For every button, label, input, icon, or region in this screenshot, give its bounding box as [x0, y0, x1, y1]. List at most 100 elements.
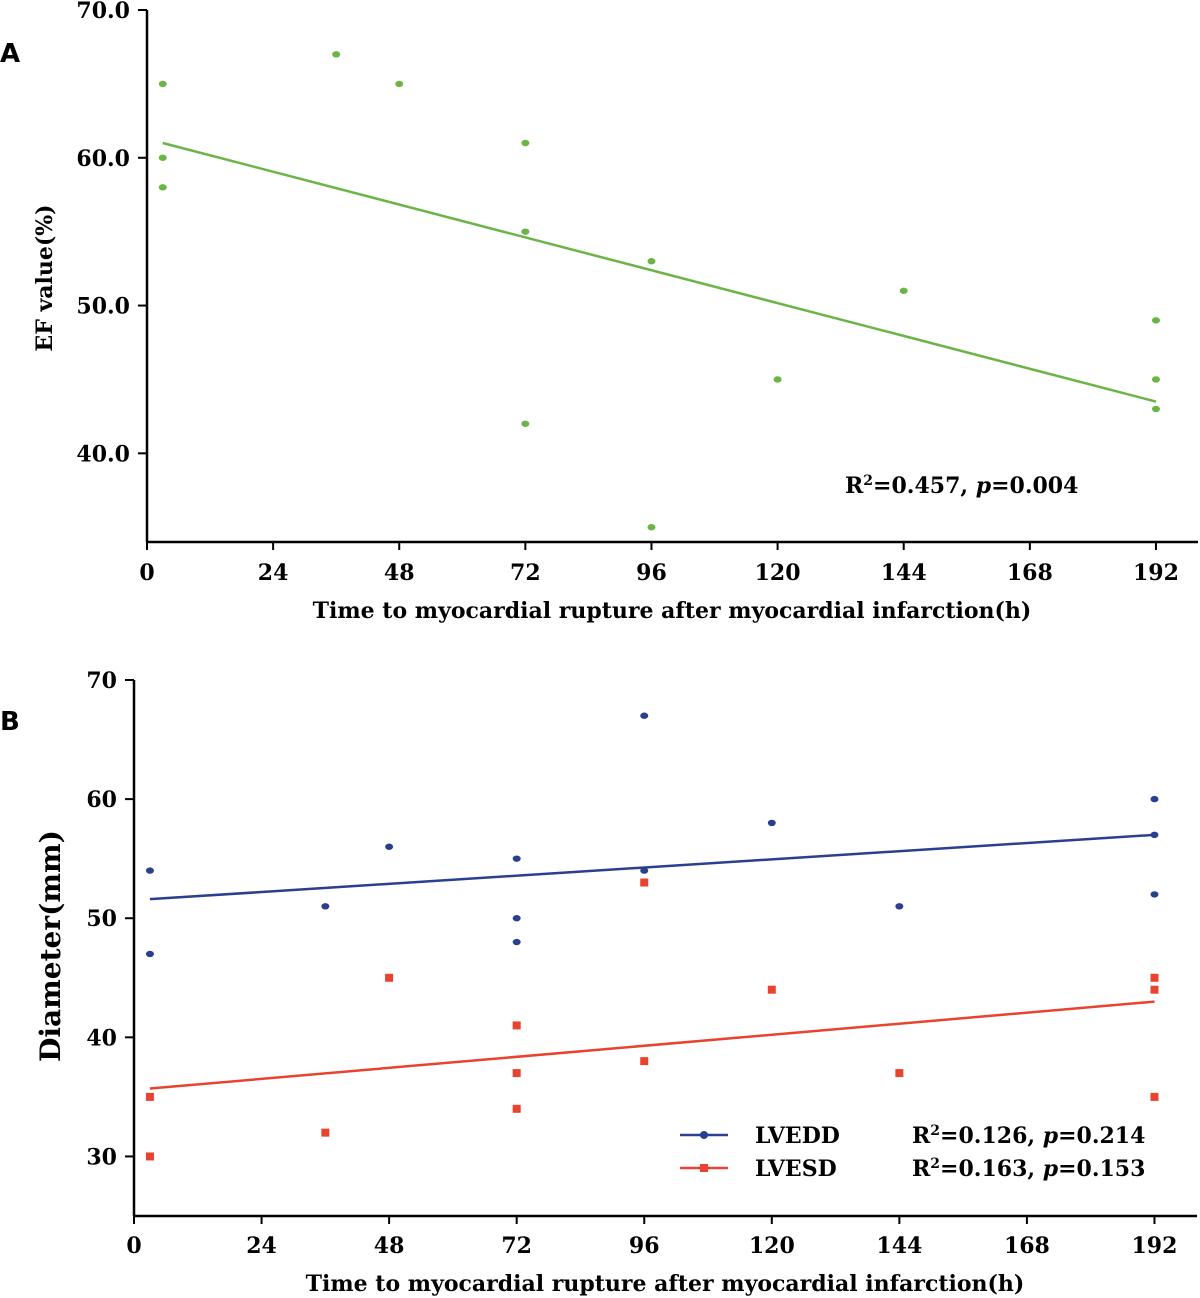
panel-b-y-axis-title: Diameter(mm): [34, 830, 67, 1062]
p-value: =0.214: [1058, 1123, 1145, 1149]
legend-lvesd-label: LVESD: [755, 1156, 837, 1182]
panel-b-data-point: [512, 1021, 521, 1030]
panel-a-y-tick-label: 70.0: [76, 0, 130, 24]
r2-superscript: 2: [863, 473, 873, 489]
panel-a-data-point: [158, 80, 167, 88]
panel-a-x-tick-label: 48: [384, 560, 415, 586]
panel-a-x-tick-label: 144: [881, 560, 927, 586]
panel-a-data-point: [1151, 317, 1160, 324]
r2-value: =0.126,: [940, 1123, 1043, 1149]
panel-b-data-point: [1150, 1092, 1159, 1101]
panel-a-x-tick-label: 72: [510, 560, 541, 586]
panel-b-data-point: [1150, 795, 1159, 803]
r2-value: =0.457,: [873, 473, 976, 499]
panel-a: A 0 24 48 72 96 120 144 168 19240.050.060.070.0 …: [0, 0, 1198, 624]
panel-a-stat-annotation: R2=0.457, p=0.004: [845, 473, 1078, 499]
panel-b-y-tick-label: 70: [86, 668, 117, 694]
panel-a-y-tick-label: 60.0: [76, 146, 130, 172]
panel-b-y-tick-label: 50: [86, 906, 117, 932]
panel-b: B 0 24 48 72 96 120 144 168 192 30 40 50 60 70 Diamet…: [0, 668, 1197, 1297]
panel-b-x-tick-label: 0: [126, 1233, 141, 1259]
panel-a-data-point: [1151, 376, 1160, 383]
panel-b-x-tick-label: 72: [501, 1233, 532, 1259]
panel-b-data-point: [145, 867, 154, 874]
panel-b-data-point: [640, 712, 649, 719]
panel-a-data-point: [332, 51, 341, 58]
panel-a-x-tick-label: 24: [258, 560, 289, 586]
panel-b-data-point: [321, 1128, 330, 1137]
panel-b-data-point: [895, 1069, 904, 1078]
panel-a-data-point: [158, 154, 167, 161]
legend-lvedd-stat: R2=0.126, p=0.214: [912, 1123, 1145, 1149]
panel-b-x-tick-label: 48: [374, 1233, 405, 1259]
legend-lvedd-marker: [700, 1131, 708, 1139]
panel-a-x-tick-label: 192: [1133, 560, 1179, 586]
panel-b-data-point: [145, 950, 154, 958]
panel-b-data-point: [385, 843, 394, 850]
panel-a-data-point: [1151, 405, 1160, 413]
panel-a-data-point: [521, 228, 530, 235]
r2-prefix: R: [912, 1123, 931, 1149]
panel-b-data-point: [385, 973, 394, 982]
panel-b-fit-line-lvesd: [149, 1000, 1155, 1090]
r2-prefix: R: [845, 473, 864, 499]
legend-lvedd-label: LVEDD: [755, 1123, 840, 1149]
panel-b-data-point: [321, 903, 330, 910]
panel-b-data-point: [640, 867, 649, 874]
panel-b-data-point: [640, 1057, 649, 1066]
legend-lvesd-marker: [700, 1164, 708, 1172]
panel-b-data-point: [512, 938, 521, 946]
panel-a-y-tick-label: 50.0: [76, 294, 130, 320]
panel-b-data-point: [512, 855, 521, 862]
panel-b-data-point: [512, 915, 521, 922]
p-value: =0.153: [1058, 1156, 1145, 1182]
panel-b-data-point: [1150, 891, 1159, 898]
panel-b-x-tick-label: 192: [1132, 1233, 1178, 1259]
panel-b-x-tick-label: 168: [1004, 1233, 1050, 1259]
p-value: =0.004: [991, 473, 1078, 499]
panel-a-data-point: [647, 524, 656, 531]
p-label: p: [1043, 1156, 1059, 1182]
panel-b-y-tick-label: 60: [86, 787, 117, 813]
r2-superscript: 2: [930, 1156, 940, 1172]
panel-b-data-point: [1150, 985, 1159, 994]
panel-b-x-tick-label: 120: [749, 1233, 795, 1259]
panel-b-legend: LVEDD R2=0.126, p=0.214 LVESD R2=0.163, …: [680, 1123, 1145, 1182]
panel-b-y-tick-label: 30: [86, 1144, 117, 1170]
panel-a-data-point: [521, 139, 530, 147]
panel-a-data-point: [647, 258, 656, 265]
panel-a-x-tick-label: 0: [139, 560, 154, 586]
r2-prefix: R: [912, 1156, 931, 1182]
panel-b-data-point: [767, 985, 776, 994]
panel-b-data-point: [1150, 973, 1159, 982]
panel-b-plot: 0 24 48 72 96 120 144 168 192 30 40 50 60 70: [86, 668, 1197, 1259]
panel-a-plot: 0 24 48 72 96 120 144 168 192 40.0 50.0 60.0 70.0: [76, 0, 1198, 586]
panel-a-data-point: [899, 287, 908, 294]
panel-a-x-tick-label: 96: [636, 560, 667, 586]
panel-a-data-point: [158, 184, 167, 191]
panel-b-x-tick-label: 24: [246, 1233, 277, 1259]
panel-b-fit-line-lvedd: [149, 833, 1155, 901]
panel-b-data-point: [895, 903, 904, 910]
panel-a-x-tick-label: 168: [1007, 560, 1053, 586]
panel-b-x-tick-label: 144: [876, 1233, 922, 1259]
panel-b-y-tick-label: 40: [86, 1025, 117, 1051]
panel-a-data-point: [395, 80, 404, 88]
panel-b-data-point: [512, 1069, 521, 1078]
panel-a-x-tick-label: 120: [755, 560, 801, 586]
panel-b-x-axis-title: Time to myocardial rupture after myocard…: [306, 1271, 1025, 1297]
r2-superscript: 2: [930, 1123, 940, 1139]
panel-b-data-point: [640, 878, 649, 887]
panel-b-data-point: [512, 1104, 521, 1113]
legend-item-lvedd: LVEDD R2=0.126, p=0.214: [680, 1123, 1145, 1149]
panel-b-data-point: [767, 819, 776, 827]
panel-a-label: A: [0, 39, 20, 69]
p-label: p: [1043, 1123, 1059, 1149]
p-label: p: [976, 473, 992, 499]
panel-b-label: B: [0, 707, 20, 737]
legend-lvesd-stat: R2=0.163, p=0.153: [912, 1156, 1145, 1182]
panel-b-data-point: [1150, 831, 1159, 839]
panel-a-y-tick-label: 40.0: [76, 441, 130, 467]
panel-b-data-point: [145, 1152, 154, 1161]
